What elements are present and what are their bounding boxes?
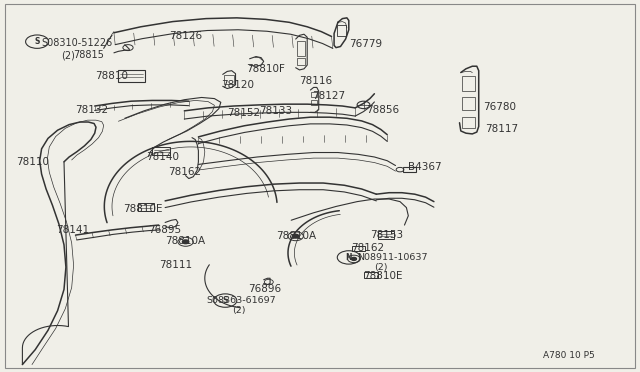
Text: (2): (2) xyxy=(232,306,245,315)
Text: S08363-61697: S08363-61697 xyxy=(206,296,276,305)
Text: 76779: 76779 xyxy=(349,39,382,49)
Text: 78810E: 78810E xyxy=(123,204,163,214)
Text: 78133: 78133 xyxy=(259,106,292,116)
Text: 76896: 76896 xyxy=(248,285,282,294)
Text: S: S xyxy=(223,296,228,305)
Text: B4367: B4367 xyxy=(408,162,442,171)
Text: 78810A: 78810A xyxy=(276,231,317,241)
Text: A780 10 P5: A780 10 P5 xyxy=(543,351,595,360)
Text: (2): (2) xyxy=(374,263,388,272)
Text: 76780: 76780 xyxy=(483,102,516,112)
Text: (2): (2) xyxy=(61,50,75,60)
Text: 78162: 78162 xyxy=(168,167,201,177)
Circle shape xyxy=(182,240,189,244)
Circle shape xyxy=(351,257,356,260)
Text: 78810: 78810 xyxy=(95,71,128,81)
Text: 78111: 78111 xyxy=(159,260,192,270)
Text: 78127: 78127 xyxy=(312,91,346,101)
Text: N08911-10637: N08911-10637 xyxy=(357,253,428,262)
Text: 78132: 78132 xyxy=(76,105,109,115)
Text: 78141: 78141 xyxy=(56,225,90,235)
Text: 78810E: 78810E xyxy=(364,271,403,281)
Text: 78152: 78152 xyxy=(227,109,260,118)
Text: 78856: 78856 xyxy=(366,105,399,115)
Circle shape xyxy=(292,234,299,238)
Text: S08310-51226: S08310-51226 xyxy=(42,38,113,48)
Text: 78110: 78110 xyxy=(16,157,49,167)
Text: 76895: 76895 xyxy=(148,225,182,235)
Text: 78153: 78153 xyxy=(370,230,403,240)
Text: 78117: 78117 xyxy=(485,125,518,134)
Text: 78810A: 78810A xyxy=(165,236,205,246)
Text: 78162: 78162 xyxy=(351,244,384,253)
Text: N: N xyxy=(346,253,352,262)
Text: 78815: 78815 xyxy=(74,50,104,60)
Text: 78120: 78120 xyxy=(221,80,254,90)
Text: 78126: 78126 xyxy=(170,32,203,41)
Text: S: S xyxy=(35,37,40,46)
Text: 78140: 78140 xyxy=(146,152,179,162)
Text: 78810F: 78810F xyxy=(246,64,285,74)
Text: 78116: 78116 xyxy=(300,76,333,86)
